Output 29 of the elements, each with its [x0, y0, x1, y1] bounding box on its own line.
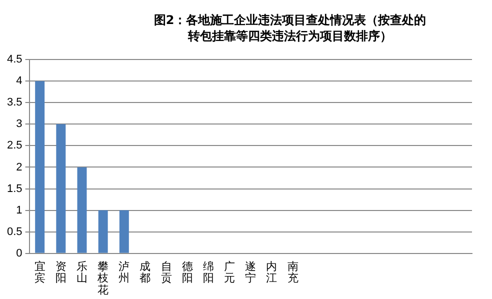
x-tick-label: 攀枝花: [96, 261, 109, 296]
x-tick-label: 南充: [287, 260, 298, 285]
x-tick-label: 内江: [266, 260, 278, 285]
bar: [77, 167, 87, 253]
y-tick-label: 1: [16, 204, 22, 216]
x-tick-label: 成都: [140, 260, 151, 285]
x-tick-label: 广元: [224, 260, 236, 285]
y-tick-label: 3.5: [6, 96, 22, 109]
x-tick-label: 自贡: [160, 261, 172, 285]
y-tick-label: 3: [16, 118, 22, 130]
y-tick-label: 4.5: [6, 54, 22, 66]
y-tick-label: 0: [16, 247, 22, 260]
y-tick-label: 2: [16, 161, 22, 174]
x-tick-label: 遂宁: [245, 261, 256, 285]
x-tick-label: 资阳: [55, 261, 66, 285]
x-tick-label: 乐山: [76, 260, 88, 285]
bar: [56, 124, 66, 253]
bar: [35, 81, 45, 253]
bar: [119, 210, 129, 253]
x-tick-label: 德阳: [182, 261, 193, 285]
y-tick-label: 2.5: [6, 140, 22, 152]
chart-title: 图2：各地施工企业违法项目查处情况表（按查处的转包挂靠等四类违法行为项目数排序）: [152, 12, 428, 44]
x-tick-label: 泸州: [118, 260, 130, 285]
y-tick-label: 0.5: [6, 226, 22, 238]
y-tick-label: 1.5: [6, 182, 22, 195]
x-tick-label: 宜宾: [34, 260, 46, 285]
y-tick-label: 4: [16, 75, 22, 88]
bar: [98, 210, 108, 253]
x-tick-label: 绵阳: [202, 261, 214, 285]
